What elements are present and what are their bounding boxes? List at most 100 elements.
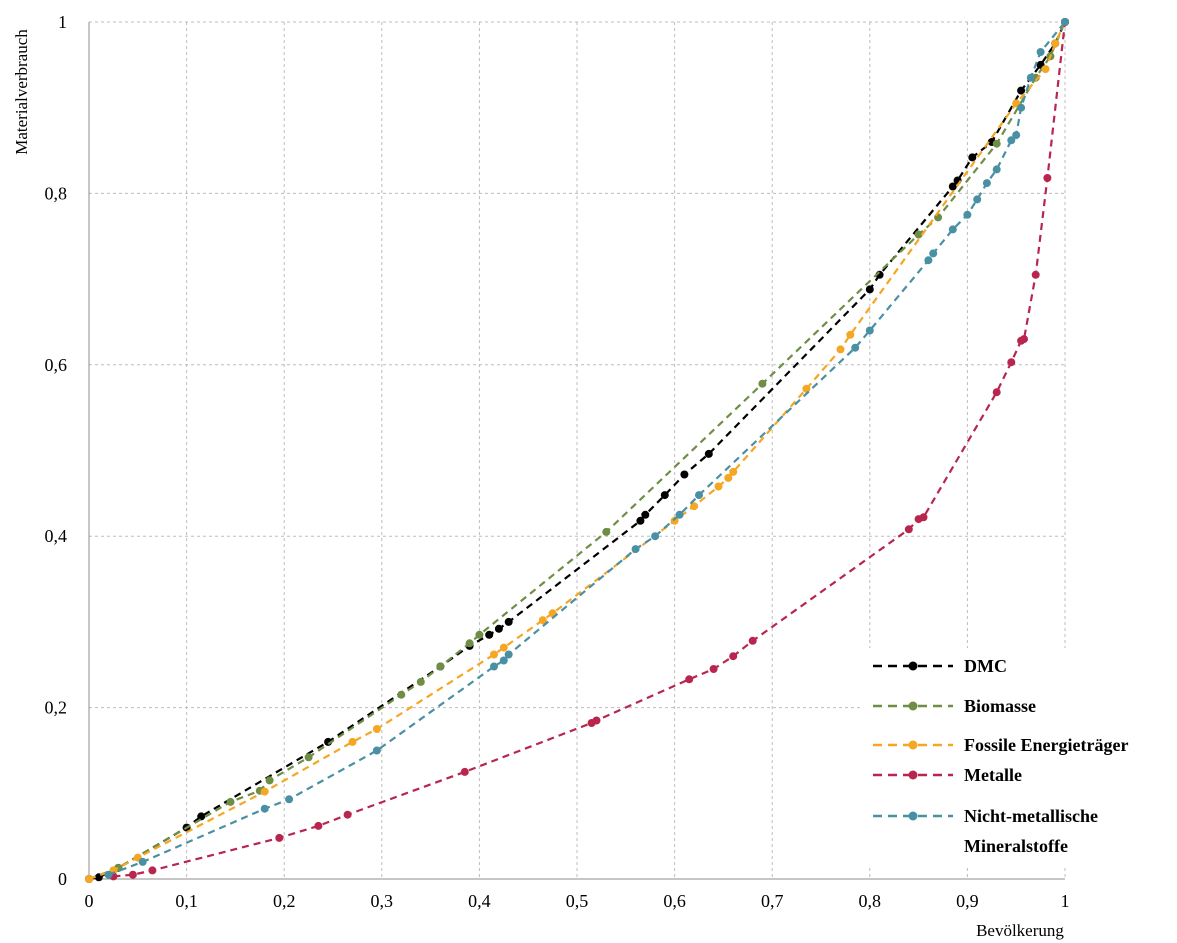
data-point (197, 812, 206, 821)
series-4 (104, 18, 1069, 879)
data-point (485, 630, 494, 639)
x-tick-label: 0,9 (956, 891, 979, 911)
data-point (348, 737, 357, 746)
data-point (992, 165, 1001, 174)
x-tick-label: 1 (1061, 891, 1070, 911)
data-point (85, 875, 93, 883)
data-point (104, 870, 113, 879)
data-point (148, 866, 157, 875)
data-point (685, 675, 694, 684)
data-point (1041, 65, 1050, 74)
legend: DMC Biomasse Fossile Energieträger Metalle N… (862, 648, 1172, 868)
legend-label: Nicht-metallische Mineralstoffe (964, 806, 1098, 856)
data-point (1017, 86, 1026, 95)
data-point (499, 643, 508, 652)
data-point (695, 491, 703, 500)
data-point (982, 179, 991, 188)
data-point (592, 716, 601, 725)
legend-swatch-marker (908, 770, 918, 780)
data-point (1043, 174, 1052, 182)
series-2 (85, 18, 1069, 883)
data-point (865, 285, 874, 294)
legend-label: Biomasse (964, 696, 1036, 716)
data-point (1026, 73, 1035, 82)
y-tick-label: 0,8 (45, 183, 68, 203)
data-point (919, 513, 928, 522)
x-tick-label: 0,2 (273, 891, 296, 911)
legend-item: Metalle (873, 765, 1022, 785)
data-point (416, 677, 425, 686)
data-point (631, 545, 640, 554)
data-point (660, 491, 669, 500)
legend-swatch-marker (908, 740, 918, 750)
series-3 (109, 18, 1069, 881)
legend-item: Fossile Energieträger (873, 735, 1128, 755)
data-point (372, 725, 381, 733)
x-tick-label: 0,1 (175, 891, 198, 911)
data-point (729, 652, 738, 661)
x-tick-label: 0,8 (859, 891, 882, 911)
data-point (904, 525, 913, 534)
x-tick-label: 0,4 (468, 891, 491, 911)
data-point (963, 210, 972, 219)
legend-label: DMC (964, 656, 1007, 676)
data-point (504, 617, 513, 626)
data-point (1061, 18, 1069, 26)
data-point (948, 225, 957, 234)
data-point (704, 449, 713, 458)
data-point (138, 857, 147, 866)
x-tick-label: 0,5 (566, 891, 589, 911)
data-point (851, 343, 860, 352)
data-point (836, 345, 845, 354)
data-point (973, 195, 982, 204)
data-point (128, 870, 137, 879)
legend-label: Fossile Energieträger (964, 735, 1128, 755)
data-point (724, 473, 733, 482)
data-point (1017, 103, 1026, 112)
x-tick-label: 0 (85, 891, 94, 911)
data-point (490, 662, 498, 671)
data-point (504, 650, 513, 659)
data-point (285, 795, 294, 804)
x-tick-label: 0,6 (663, 891, 686, 911)
data-point (1007, 136, 1016, 145)
data-point (680, 470, 689, 479)
y-tick-label: 0,6 (45, 355, 68, 375)
data-point (460, 767, 469, 776)
legend-item: DMC (873, 656, 1007, 676)
series (85, 18, 1069, 883)
data-point (675, 510, 684, 519)
x-tick-label: 0,7 (761, 891, 784, 911)
legend-swatch-marker (908, 701, 918, 711)
data-point (494, 624, 503, 633)
data-point (372, 746, 381, 755)
data-point (729, 467, 738, 476)
x-tick-label: 0,3 (371, 891, 394, 911)
data-point (948, 182, 957, 191)
data-point (865, 326, 874, 335)
data-point (465, 639, 474, 648)
legend-label: Metalle (964, 765, 1022, 785)
legend-swatch-marker (908, 811, 918, 821)
x-axis-label: Bevölkerung (976, 921, 1064, 940)
legend-item: Nicht-metallische Mineralstoffe (873, 806, 1098, 856)
data-point (275, 833, 284, 842)
data-point (748, 636, 757, 645)
data-point (260, 804, 269, 813)
data-point (651, 532, 660, 541)
data-point (1007, 358, 1016, 367)
data-point (499, 656, 508, 665)
data-point (992, 139, 1001, 148)
y-tick-label: 0,4 (45, 526, 68, 546)
data-point (265, 776, 274, 785)
data-point (475, 630, 484, 639)
data-point (924, 256, 933, 265)
data-point (709, 665, 718, 673)
legend-background (862, 648, 1172, 868)
series-line (88, 21, 1067, 881)
legend-swatch-marker (908, 661, 918, 671)
data-point (636, 516, 645, 525)
y-tick-label: 0 (58, 869, 67, 889)
data-point (1051, 39, 1060, 48)
